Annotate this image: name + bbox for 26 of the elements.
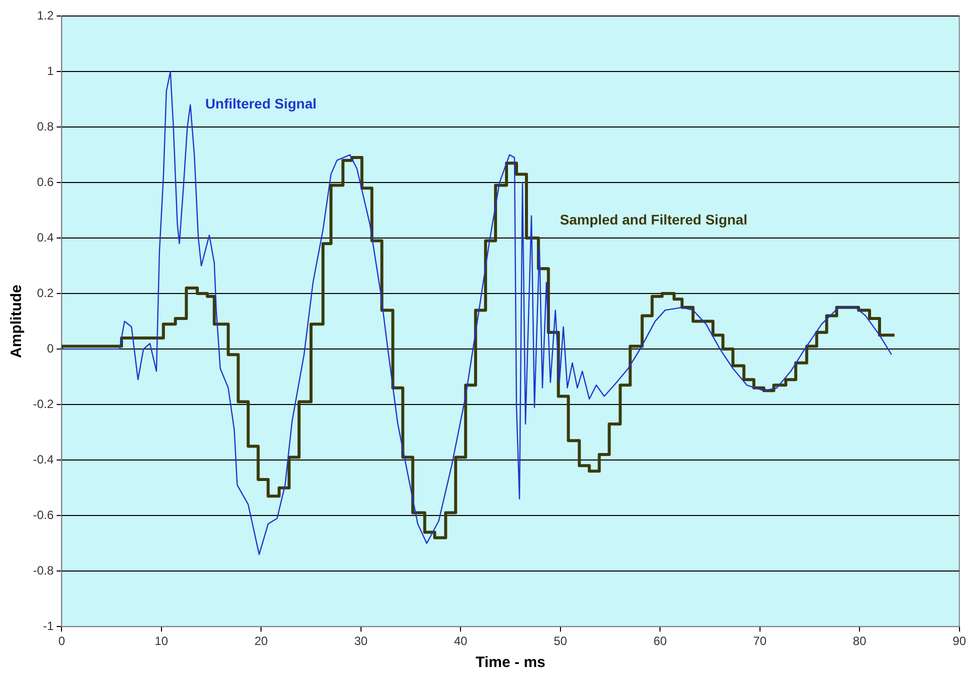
x-tick-label: 50 [554, 634, 568, 648]
y-tick-label: -0.6 [32, 508, 54, 522]
y-tick-label: 1.2 [36, 8, 54, 22]
x-tick-label: 40 [454, 634, 468, 648]
x-tick-label: 70 [753, 634, 767, 648]
x-tick-label: 10 [154, 634, 168, 648]
y-tick-label: -0.2 [32, 396, 54, 411]
x-tick-label: 80 [852, 634, 867, 648]
y-tick-label: -0.8 [32, 563, 54, 578]
y-tick-label: -0.4 [32, 452, 54, 466]
y-axis-title: Amplitude [8, 284, 26, 358]
y-tick-label: 0 [46, 341, 54, 356]
x-tick-label: 20 [254, 634, 268, 648]
x-tick-label: 90 [952, 634, 966, 648]
y-tick-label: 0.4 [36, 230, 54, 244]
x-tick-label: 0 [58, 634, 66, 648]
y-tick-label: 1 [46, 64, 54, 78]
x-axis-title: Time - ms [476, 654, 546, 672]
x-tick-label: 30 [354, 634, 368, 648]
y-tick-label: 0.2 [36, 286, 54, 300]
y-tick-label: 0.8 [36, 119, 54, 134]
y-tick-label: 0.6 [36, 174, 54, 189]
x-tick-label: 60 [653, 634, 668, 648]
series-label: Sampled and Filtered Signal [560, 211, 748, 228]
series-label: Unfiltered Signal [205, 95, 317, 112]
y-tick-label: -1 [43, 618, 54, 633]
